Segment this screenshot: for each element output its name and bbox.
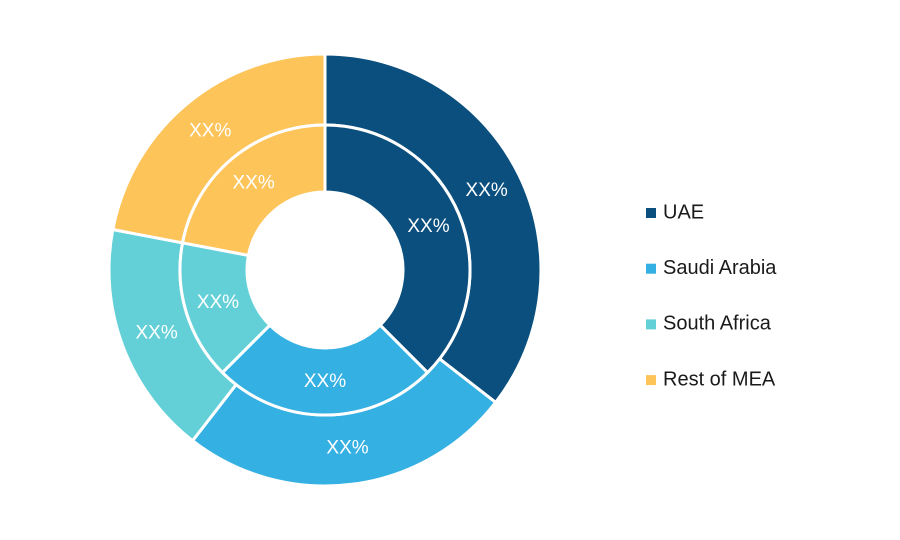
donut-segment xyxy=(180,123,327,258)
donut-segment xyxy=(220,323,430,417)
data-label: XX% xyxy=(189,120,231,141)
data-label: XX% xyxy=(407,216,449,237)
data-label: XX% xyxy=(197,292,239,313)
data-label: XX% xyxy=(135,323,177,344)
legend-label: UAE xyxy=(663,201,704,223)
legend-label: Rest of MEA xyxy=(663,368,776,390)
legend-label: Saudi Arabia xyxy=(663,257,777,279)
data-label: XX% xyxy=(232,173,274,194)
legend-swatch xyxy=(646,208,656,218)
data-label: XX% xyxy=(466,180,508,201)
legend-swatch xyxy=(646,319,656,330)
legend-swatch xyxy=(646,375,656,386)
donut-segment xyxy=(323,123,472,375)
data-label: XX% xyxy=(326,438,368,459)
legend-swatch xyxy=(646,263,656,274)
data-label: XX% xyxy=(304,371,346,392)
legend-label: South Africa xyxy=(663,313,772,335)
